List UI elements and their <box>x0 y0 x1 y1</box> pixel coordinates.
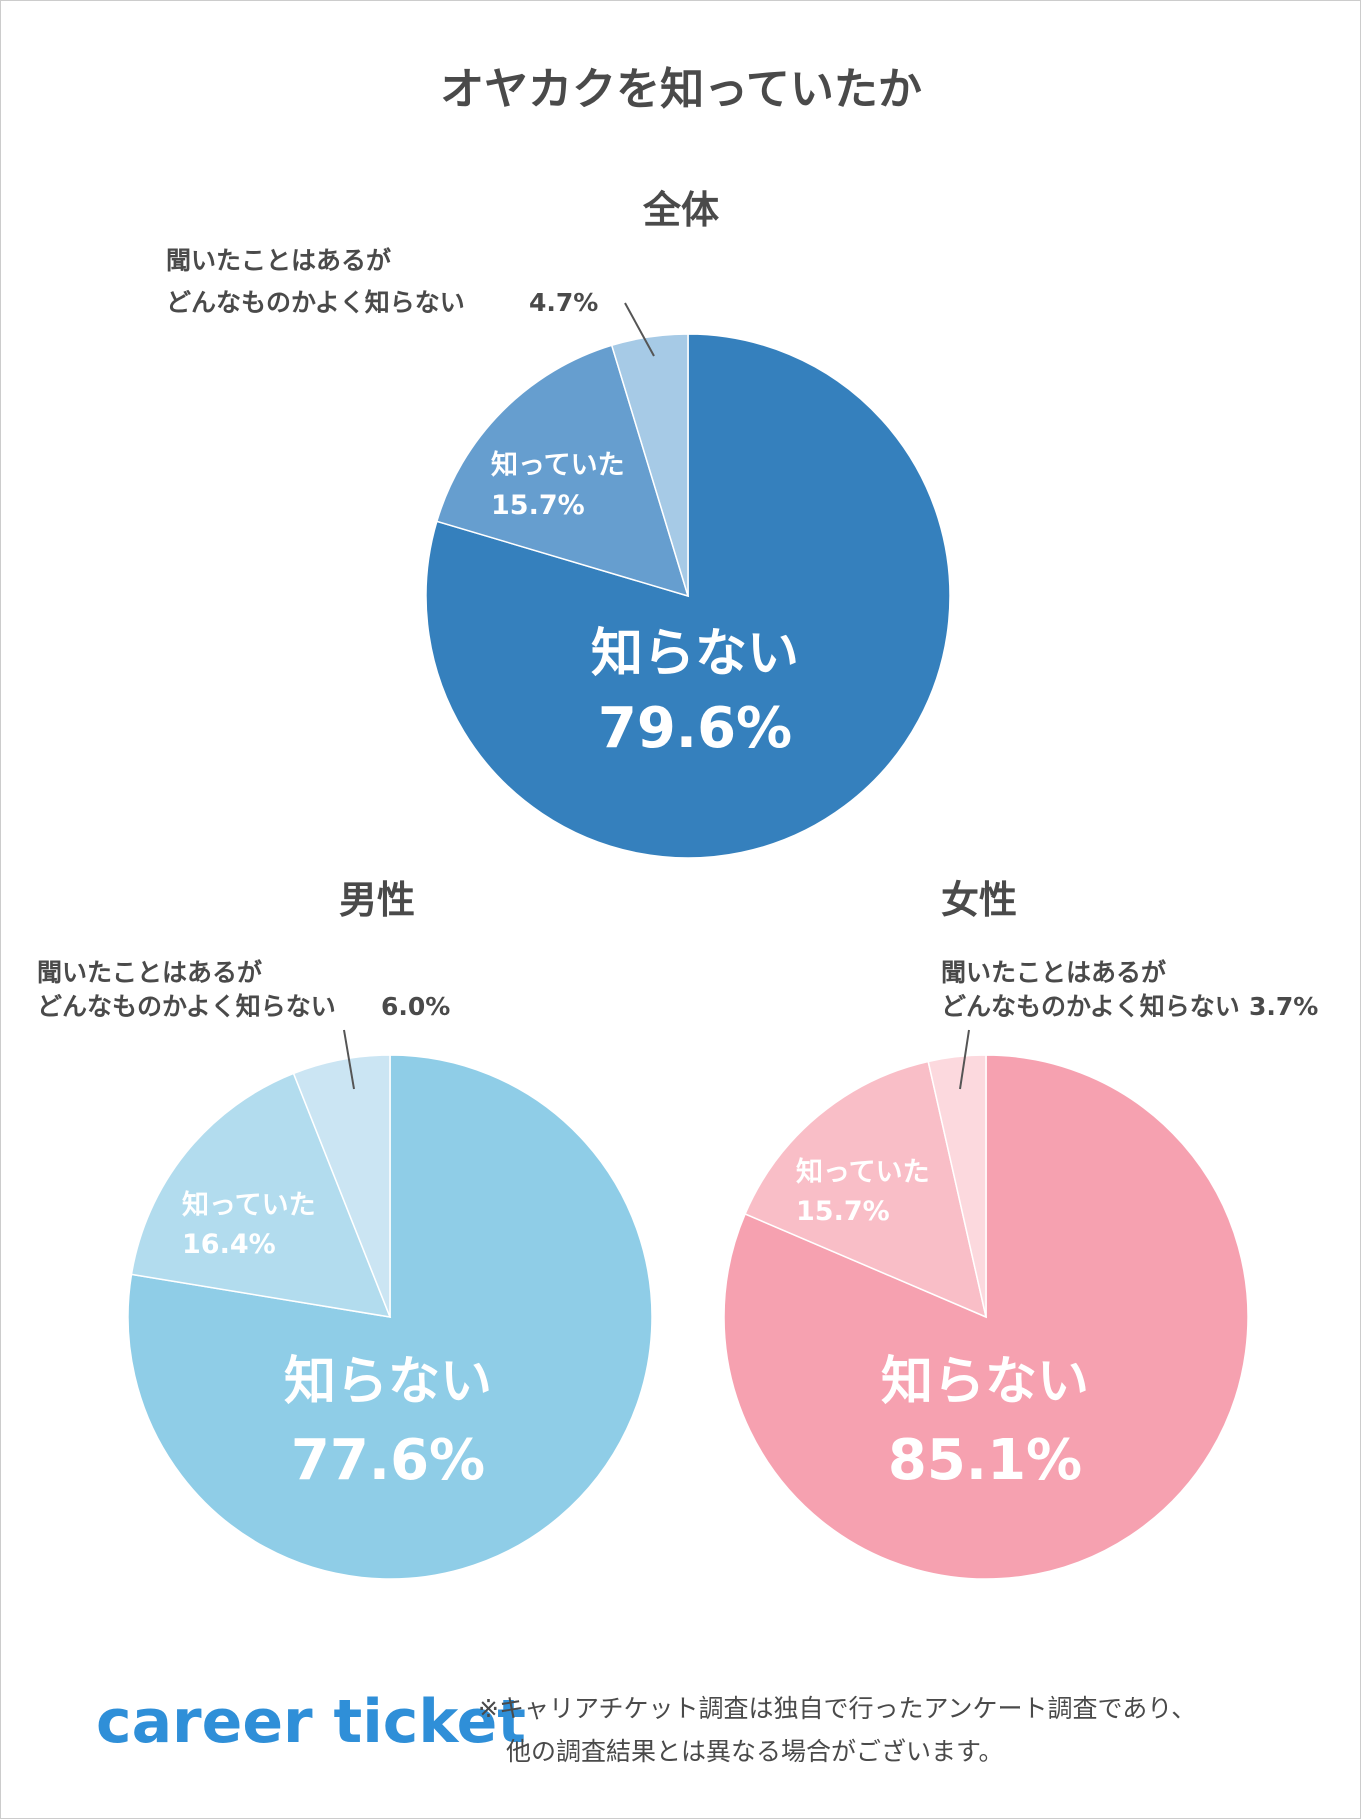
pie-overall-knew-label: 知っていた <box>491 450 625 481</box>
pie-male-unknown-value: 77.6% <box>291 1428 485 1493</box>
pie-overall-unknown-value: 79.6% <box>598 696 792 761</box>
pie-overall-callout-line2: どんなものかよく知らない <box>166 288 465 317</box>
pie-male-slice-knew <box>130 1072 392 1318</box>
pie-male-leader-line <box>343 1029 355 1090</box>
career-ticket-logo: career ticket <box>96 1687 526 1757</box>
pie-overall-title: 全体 <box>642 188 719 232</box>
pie-overall: 全体 聞いたことはあるが どんなものかよく知らない 4.7% 知っていた 15.… <box>166 188 951 859</box>
pie-female-slice-knew <box>744 1060 988 1319</box>
pie-female-callout-line1: 聞いたことはあるが <box>941 958 1166 987</box>
pie-overall-callout-value: 4.7% <box>529 288 598 317</box>
footer-note-line2: 他の調査結果とは異なる場合がございます。 <box>506 1737 1004 1766</box>
pie-female-knew-value: 15.7% <box>796 1196 890 1227</box>
pie-female-slice-unknown <box>723 1054 1249 1580</box>
pie-male-unknown-label: 知らない <box>284 1352 492 1412</box>
pie-female-unknown-label: 知らない <box>881 1352 1089 1412</box>
pie-female-callout-value: 3.7% <box>1249 992 1318 1021</box>
pie-overall-knew-value: 15.7% <box>491 490 585 521</box>
pie-female-title: 女性 <box>941 878 1017 922</box>
footer-note-line1: ※キャリアチケット調査は独自で行ったアンケート調査であり、 <box>478 1694 1196 1723</box>
pie-overall-unknown-label: 知らない <box>591 624 799 684</box>
pie-female: 女性 聞いたことはあるが どんなものかよく知らない 3.7% 知っていた 15.… <box>723 878 1318 1580</box>
pie-overall-callout-line1: 聞いたことはあるが <box>166 246 391 275</box>
pie-male-slices <box>127 1054 653 1580</box>
pie-overall-leader-line <box>624 302 655 357</box>
pie-male-knew-value: 16.4% <box>182 1229 276 1260</box>
pie-male-slice-heard <box>292 1054 391 1318</box>
pie-female-leader-line <box>959 1029 970 1090</box>
pie-male-callout-value: 6.0% <box>381 992 450 1021</box>
pie-male-callout-line2: どんなものかよく知らない <box>37 992 336 1021</box>
pie-male-title: 男性 <box>339 878 415 922</box>
pie-male-callout-line1: 聞いたことはあるが <box>37 958 262 987</box>
chart-title: オヤカクを知っていたか <box>440 64 922 115</box>
pie-male-slice-unknown <box>127 1054 653 1580</box>
pie-female-slice-heard <box>927 1054 987 1318</box>
pie-female-unknown-value: 85.1% <box>888 1428 1082 1493</box>
pie-female-callout-line2: どんなものかよく知らない <box>941 992 1240 1021</box>
pie-overall-slice-knew <box>435 344 690 598</box>
pie-female-knew-label: 知っていた <box>796 1157 930 1188</box>
pie-overall-slice-heard <box>610 333 689 597</box>
pie-female-slices <box>723 1054 1249 1580</box>
pie-male: 男性 聞いたことはあるが どんなものかよく知らない 6.0% 知っていた 16.… <box>37 878 653 1580</box>
pie-overall-slices <box>425 333 951 859</box>
pie-male-knew-label: 知っていた <box>182 1190 316 1221</box>
